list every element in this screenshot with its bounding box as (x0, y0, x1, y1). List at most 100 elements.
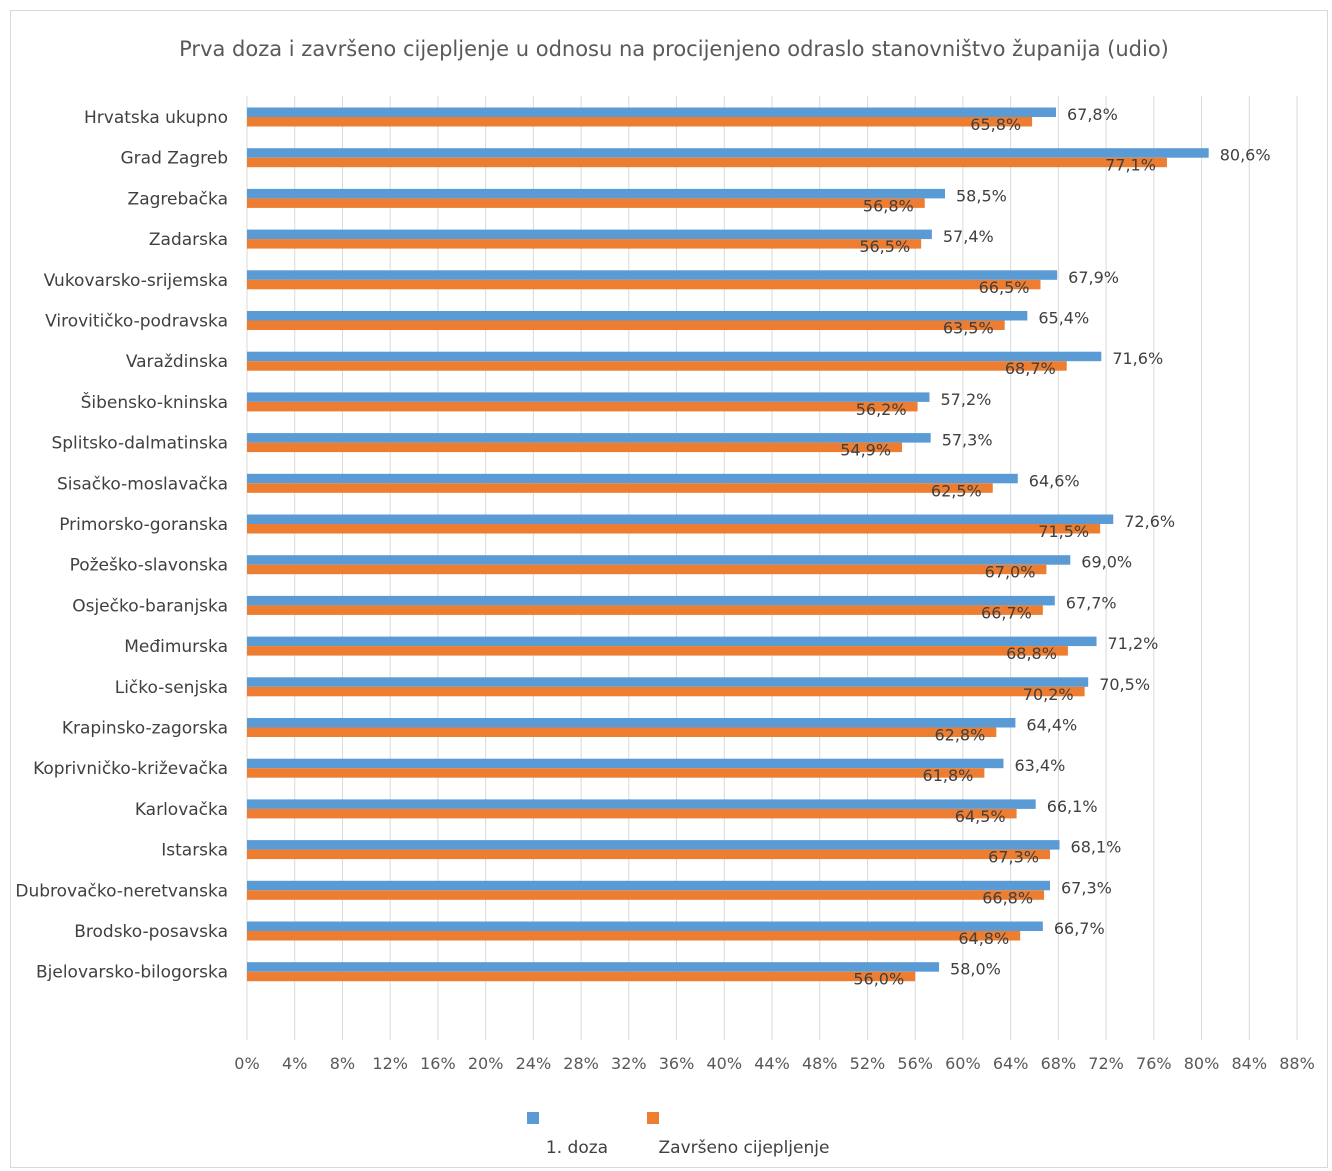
x-tick-label: 28% (563, 1054, 599, 1073)
x-tick-label: 4% (282, 1054, 307, 1073)
bar-completed (247, 483, 993, 493)
category-label: Istarska (161, 841, 228, 861)
data-label-first-dose: 70,5% (1099, 675, 1150, 694)
category-label: Koprivničko-križevačka (33, 759, 228, 779)
data-label-completed: 66,8% (982, 888, 1033, 907)
bars (247, 107, 1209, 982)
bar-completed (247, 727, 997, 737)
bar-first-dose (247, 962, 940, 972)
category-label: Bjelovarsko-bilogorska (36, 963, 228, 983)
bar-first-dose (247, 188, 946, 199)
bar-first-dose (247, 636, 1097, 647)
x-tick-label: 44% (754, 1054, 790, 1073)
data-label-completed: 64,5% (955, 807, 1006, 826)
bar-completed (247, 361, 1067, 371)
x-tick-label: 68% (1041, 1054, 1077, 1073)
category-label: Dubrovačko-neretvanska (15, 881, 228, 901)
legend-swatch-first-dose (527, 1112, 539, 1124)
category-labels: Hrvatska ukupno Grad Zagreb Zagrebačka Zada… (15, 108, 228, 983)
bar-first-dose (247, 840, 1060, 850)
data-label-first-dose: 68,1% (1071, 838, 1122, 857)
category-label: Splitsko-dalmatinska (51, 434, 228, 454)
bar-completed (247, 442, 903, 453)
data-label-first-dose: 67,3% (1061, 878, 1112, 897)
category-label: Požeško-slavonska (70, 556, 228, 576)
data-label-first-dose: 67,7% (1066, 593, 1117, 612)
bar-completed (247, 971, 916, 982)
data-label-first-dose: 71,2% (1108, 634, 1159, 653)
x-tick-label: 60% (945, 1054, 981, 1073)
data-label-completed: 56,0% (853, 970, 904, 989)
data-label-completed: 67,3% (988, 848, 1039, 867)
legend-label-completed: Završeno cijepljenje (659, 1138, 830, 1158)
x-tick-label: 88% (1279, 1054, 1315, 1073)
category-label: Sisačko-moslavačka (57, 474, 228, 494)
data-label-completed: 62,5% (931, 481, 982, 500)
data-label-completed: 56,2% (856, 400, 907, 419)
bar-completed (247, 279, 1041, 290)
bar-first-dose (247, 311, 1028, 321)
data-label-first-dose: 65,4% (1038, 309, 1089, 328)
x-tick-label: 12% (372, 1054, 408, 1073)
data-label-first-dose: 63,4% (1014, 756, 1065, 775)
x-tick-label: 48% (802, 1054, 838, 1073)
category-label: Krapinsko-zagorska (62, 719, 228, 739)
category-label: Zadarska (149, 230, 228, 250)
legend-label-first-dose: 1. doza (546, 1138, 608, 1158)
x-tick-label: 24% (516, 1054, 552, 1073)
bar-completed (247, 890, 1045, 900)
data-label-first-dose: 66,7% (1054, 919, 1105, 938)
bar-completed (247, 564, 1047, 575)
legend-swatch-completed (647, 1112, 659, 1124)
x-tick-label: 16% (420, 1054, 456, 1073)
bar-first-dose (247, 555, 1071, 565)
data-label-first-dose: 72,6% (1124, 512, 1175, 531)
data-label-first-dose: 80,6% (1220, 146, 1271, 165)
bar-completed (247, 931, 1021, 941)
bar-first-dose (247, 758, 1004, 769)
data-label-first-dose: 69,0% (1081, 553, 1132, 572)
bar-first-dose (247, 270, 1058, 280)
bar-first-dose (247, 718, 1016, 728)
bar-completed (247, 808, 1017, 819)
data-label-first-dose: 67,8% (1067, 105, 1118, 124)
data-label-completed: 63,5% (943, 319, 994, 338)
data-label-first-dose: 66,1% (1047, 797, 1098, 816)
bar-first-dose (247, 514, 1114, 524)
category-label: Karlovačka (135, 800, 228, 820)
data-label-completed: 65,8% (970, 115, 1021, 134)
data-label-first-dose: 57,2% (941, 390, 992, 409)
legend: 1. doza Završeno cijepljenje (527, 1112, 829, 1158)
data-label-first-dose: 57,4% (943, 227, 994, 246)
category-label: Osječko-baranjska (72, 596, 228, 616)
x-tick-label: 0% (234, 1054, 259, 1073)
category-label: Međimurska (124, 637, 228, 657)
data-label-first-dose: 58,5% (956, 186, 1007, 205)
x-tick-label: 56% (897, 1054, 933, 1073)
bar-first-dose (247, 392, 930, 402)
bar-completed (247, 524, 1101, 534)
bar-completed (247, 117, 1033, 127)
data-label-completed: 68,8% (1006, 644, 1057, 663)
x-tick-label: 84% (1231, 1054, 1267, 1073)
category-label: Virovitičko-podravska (45, 312, 228, 332)
bar-completed (247, 686, 1085, 697)
bar-first-dose (247, 880, 1051, 891)
data-label-completed: 66,5% (979, 278, 1030, 297)
x-tick-label: 8% (330, 1054, 355, 1073)
bar-first-dose (247, 921, 1043, 931)
data-label-completed: 71,5% (1038, 522, 1089, 541)
data-label-completed: 64,8% (958, 929, 1009, 948)
bar-completed (247, 157, 1167, 168)
data-label-completed: 61,8% (923, 766, 974, 785)
bar-completed (247, 646, 1068, 656)
bar-completed (247, 198, 925, 208)
x-tick-label: 76% (1136, 1054, 1172, 1073)
data-label-completed: 54,9% (840, 441, 891, 460)
x-tick-label: 72% (1088, 1054, 1124, 1073)
category-label: Hrvatska ukupno (84, 108, 228, 128)
x-tick-label: 32% (611, 1054, 647, 1073)
bar-completed (247, 401, 918, 412)
bar-completed (247, 239, 922, 249)
bar-first-dose (247, 473, 1018, 484)
